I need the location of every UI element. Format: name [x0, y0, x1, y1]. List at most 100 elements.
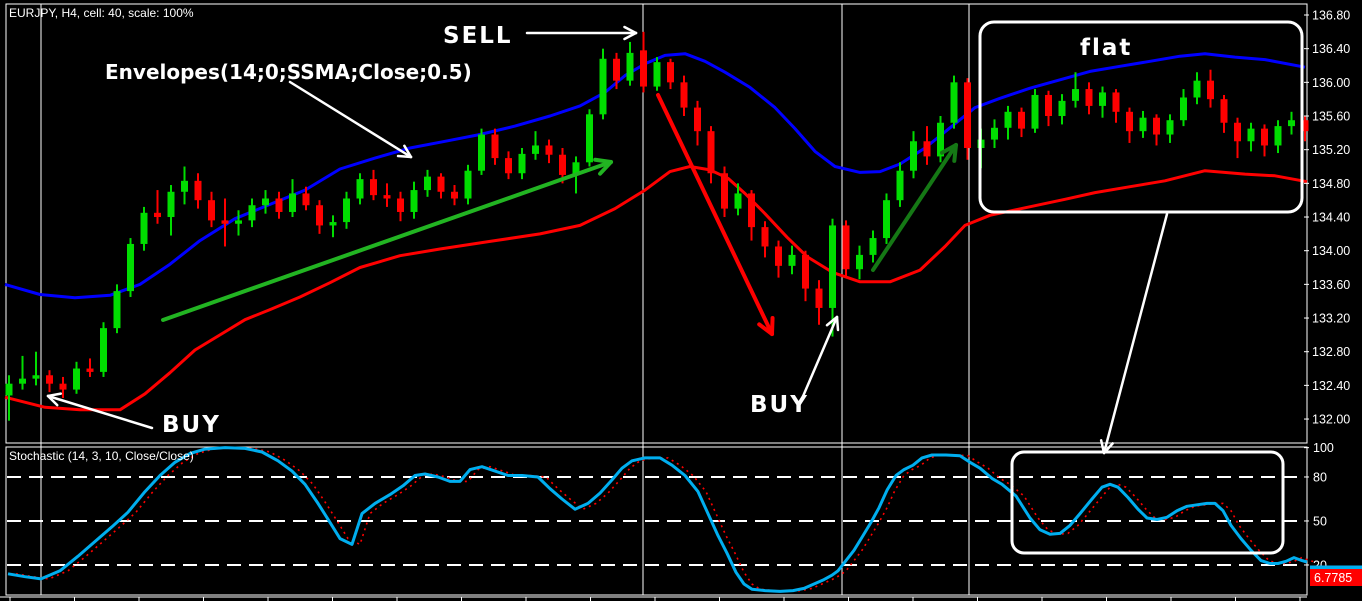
price-tick-label: 136.40 — [1312, 42, 1350, 56]
candle-bearish — [59, 383, 67, 390]
candle-bullish — [518, 153, 526, 174]
candle-bearish — [221, 220, 229, 224]
price-tick-label: 136.80 — [1312, 9, 1350, 23]
candle-bearish — [748, 193, 755, 228]
price-tick-label: 135.20 — [1312, 143, 1350, 157]
candle-bullish — [410, 190, 418, 212]
candle-bearish — [761, 227, 769, 247]
envelope-upper-line — [4, 52, 1306, 300]
envelopes-arrow-head — [403, 144, 413, 159]
candle-bullish — [32, 375, 40, 379]
candle-bullish — [869, 238, 877, 255]
recovery-arrow-head — [939, 143, 958, 155]
candle-bullish — [19, 378, 26, 384]
candle-bullish — [478, 134, 485, 171]
candle-bearish — [1234, 122, 1241, 142]
recovery-arrow-head — [952, 143, 958, 163]
candle-bearish — [302, 193, 310, 206]
price-tick-label: 133.60 — [1312, 278, 1350, 292]
candle-bullish — [73, 368, 80, 390]
uptrend-arrow-head — [593, 157, 613, 164]
candle-bullish — [626, 52, 634, 81]
candle-bearish — [667, 62, 674, 83]
candle-bearish — [397, 198, 404, 212]
candle-bearish — [694, 107, 701, 132]
candle-bearish — [1018, 111, 1025, 129]
candle-bearish — [1220, 99, 1228, 123]
candle-bearish — [964, 82, 971, 148]
candle-bearish — [46, 375, 53, 384]
flat-annotation: flat — [1080, 35, 1132, 61]
candle-bearish — [775, 246, 782, 266]
stochastic-tick-label: 100 — [1313, 441, 1334, 455]
candle-bearish — [383, 195, 391, 199]
candle-bullish — [1072, 89, 1079, 101]
candle-bearish — [316, 205, 323, 226]
stochastic-title-label: Stochastic (14, 3, 10, Close/Close) — [9, 449, 194, 463]
candle-bearish — [559, 154, 566, 175]
downtrend-arrow — [656, 93, 774, 336]
stochastic-current-value: 6.7785 — [1314, 571, 1352, 585]
price-tick-label: 135.60 — [1312, 110, 1350, 124]
candle-bearish — [370, 179, 377, 196]
candle-bearish — [545, 145, 553, 155]
candle-bullish — [1004, 111, 1012, 128]
stochastic-k-line — [7, 446, 1308, 593]
candle-bullish — [127, 243, 134, 292]
sell-arrow-head — [623, 25, 638, 35]
candle-bullish — [5, 383, 13, 396]
candle-bearish — [1153, 117, 1160, 135]
candle-bullish — [856, 254, 863, 270]
uptrend-arrow — [161, 160, 613, 322]
candle-bullish — [937, 122, 944, 157]
price-tick-label: 134.40 — [1312, 211, 1350, 225]
sell-annotation: SELL — [443, 23, 513, 49]
candle-bearish — [1261, 128, 1268, 146]
candle-bearish — [1112, 92, 1120, 112]
buy-arrow-left-head — [46, 392, 63, 398]
candle-bullish — [1247, 128, 1255, 142]
candle-bearish — [505, 158, 512, 174]
candle-bullish — [167, 191, 175, 218]
price-tick-label: 132.00 — [1312, 413, 1350, 427]
envelopes-arrow — [288, 80, 413, 159]
candle-bullish — [356, 179, 364, 199]
buy-arrow-left-head — [46, 394, 59, 407]
candle-bearish — [275, 198, 283, 212]
stochastic-range-box — [1010, 450, 1285, 555]
stochastic-marker-bar — [1310, 565, 1362, 569]
buy-annotation-right: BUY — [750, 392, 809, 418]
candle-bearish — [707, 131, 715, 174]
candle-bullish — [113, 291, 121, 329]
candle-bullish — [343, 198, 350, 223]
price-tick-label: 132.40 — [1312, 379, 1350, 393]
candle-bullish — [599, 58, 607, 115]
candle-bullish — [140, 212, 148, 244]
candle-bullish — [586, 114, 593, 163]
candle-bullish — [829, 225, 836, 308]
candle-bearish — [208, 200, 215, 221]
candle-bearish — [491, 134, 499, 159]
candle-bullish — [1099, 92, 1106, 106]
candle-bullish — [991, 127, 998, 140]
candle-bullish — [910, 141, 917, 171]
buy-arrow-right — [796, 315, 839, 410]
flat-range-box — [978, 20, 1304, 214]
symbol-title-label: EURJPY, H4, cell: 40, scale: 100% — [9, 6, 194, 20]
candle-bearish — [1045, 94, 1052, 117]
uptrend-arrow-head — [598, 160, 613, 176]
price-tick-label: 133.20 — [1312, 312, 1350, 326]
candle-bullish — [464, 170, 472, 199]
stochastic-tick-label: 50 — [1313, 514, 1327, 528]
candle-bullish — [883, 200, 890, 239]
stochastic-value-badge — [1310, 569, 1362, 586]
candle-bearish — [194, 180, 202, 201]
candle-bearish — [1301, 120, 1309, 132]
candle-bearish — [1207, 80, 1214, 100]
buy-annotation-left: BUY — [162, 412, 221, 438]
candle-bullish — [1166, 120, 1174, 135]
candle-bearish — [1085, 89, 1093, 106]
candle-bullish — [1058, 100, 1066, 117]
candle-bearish — [640, 50, 647, 87]
